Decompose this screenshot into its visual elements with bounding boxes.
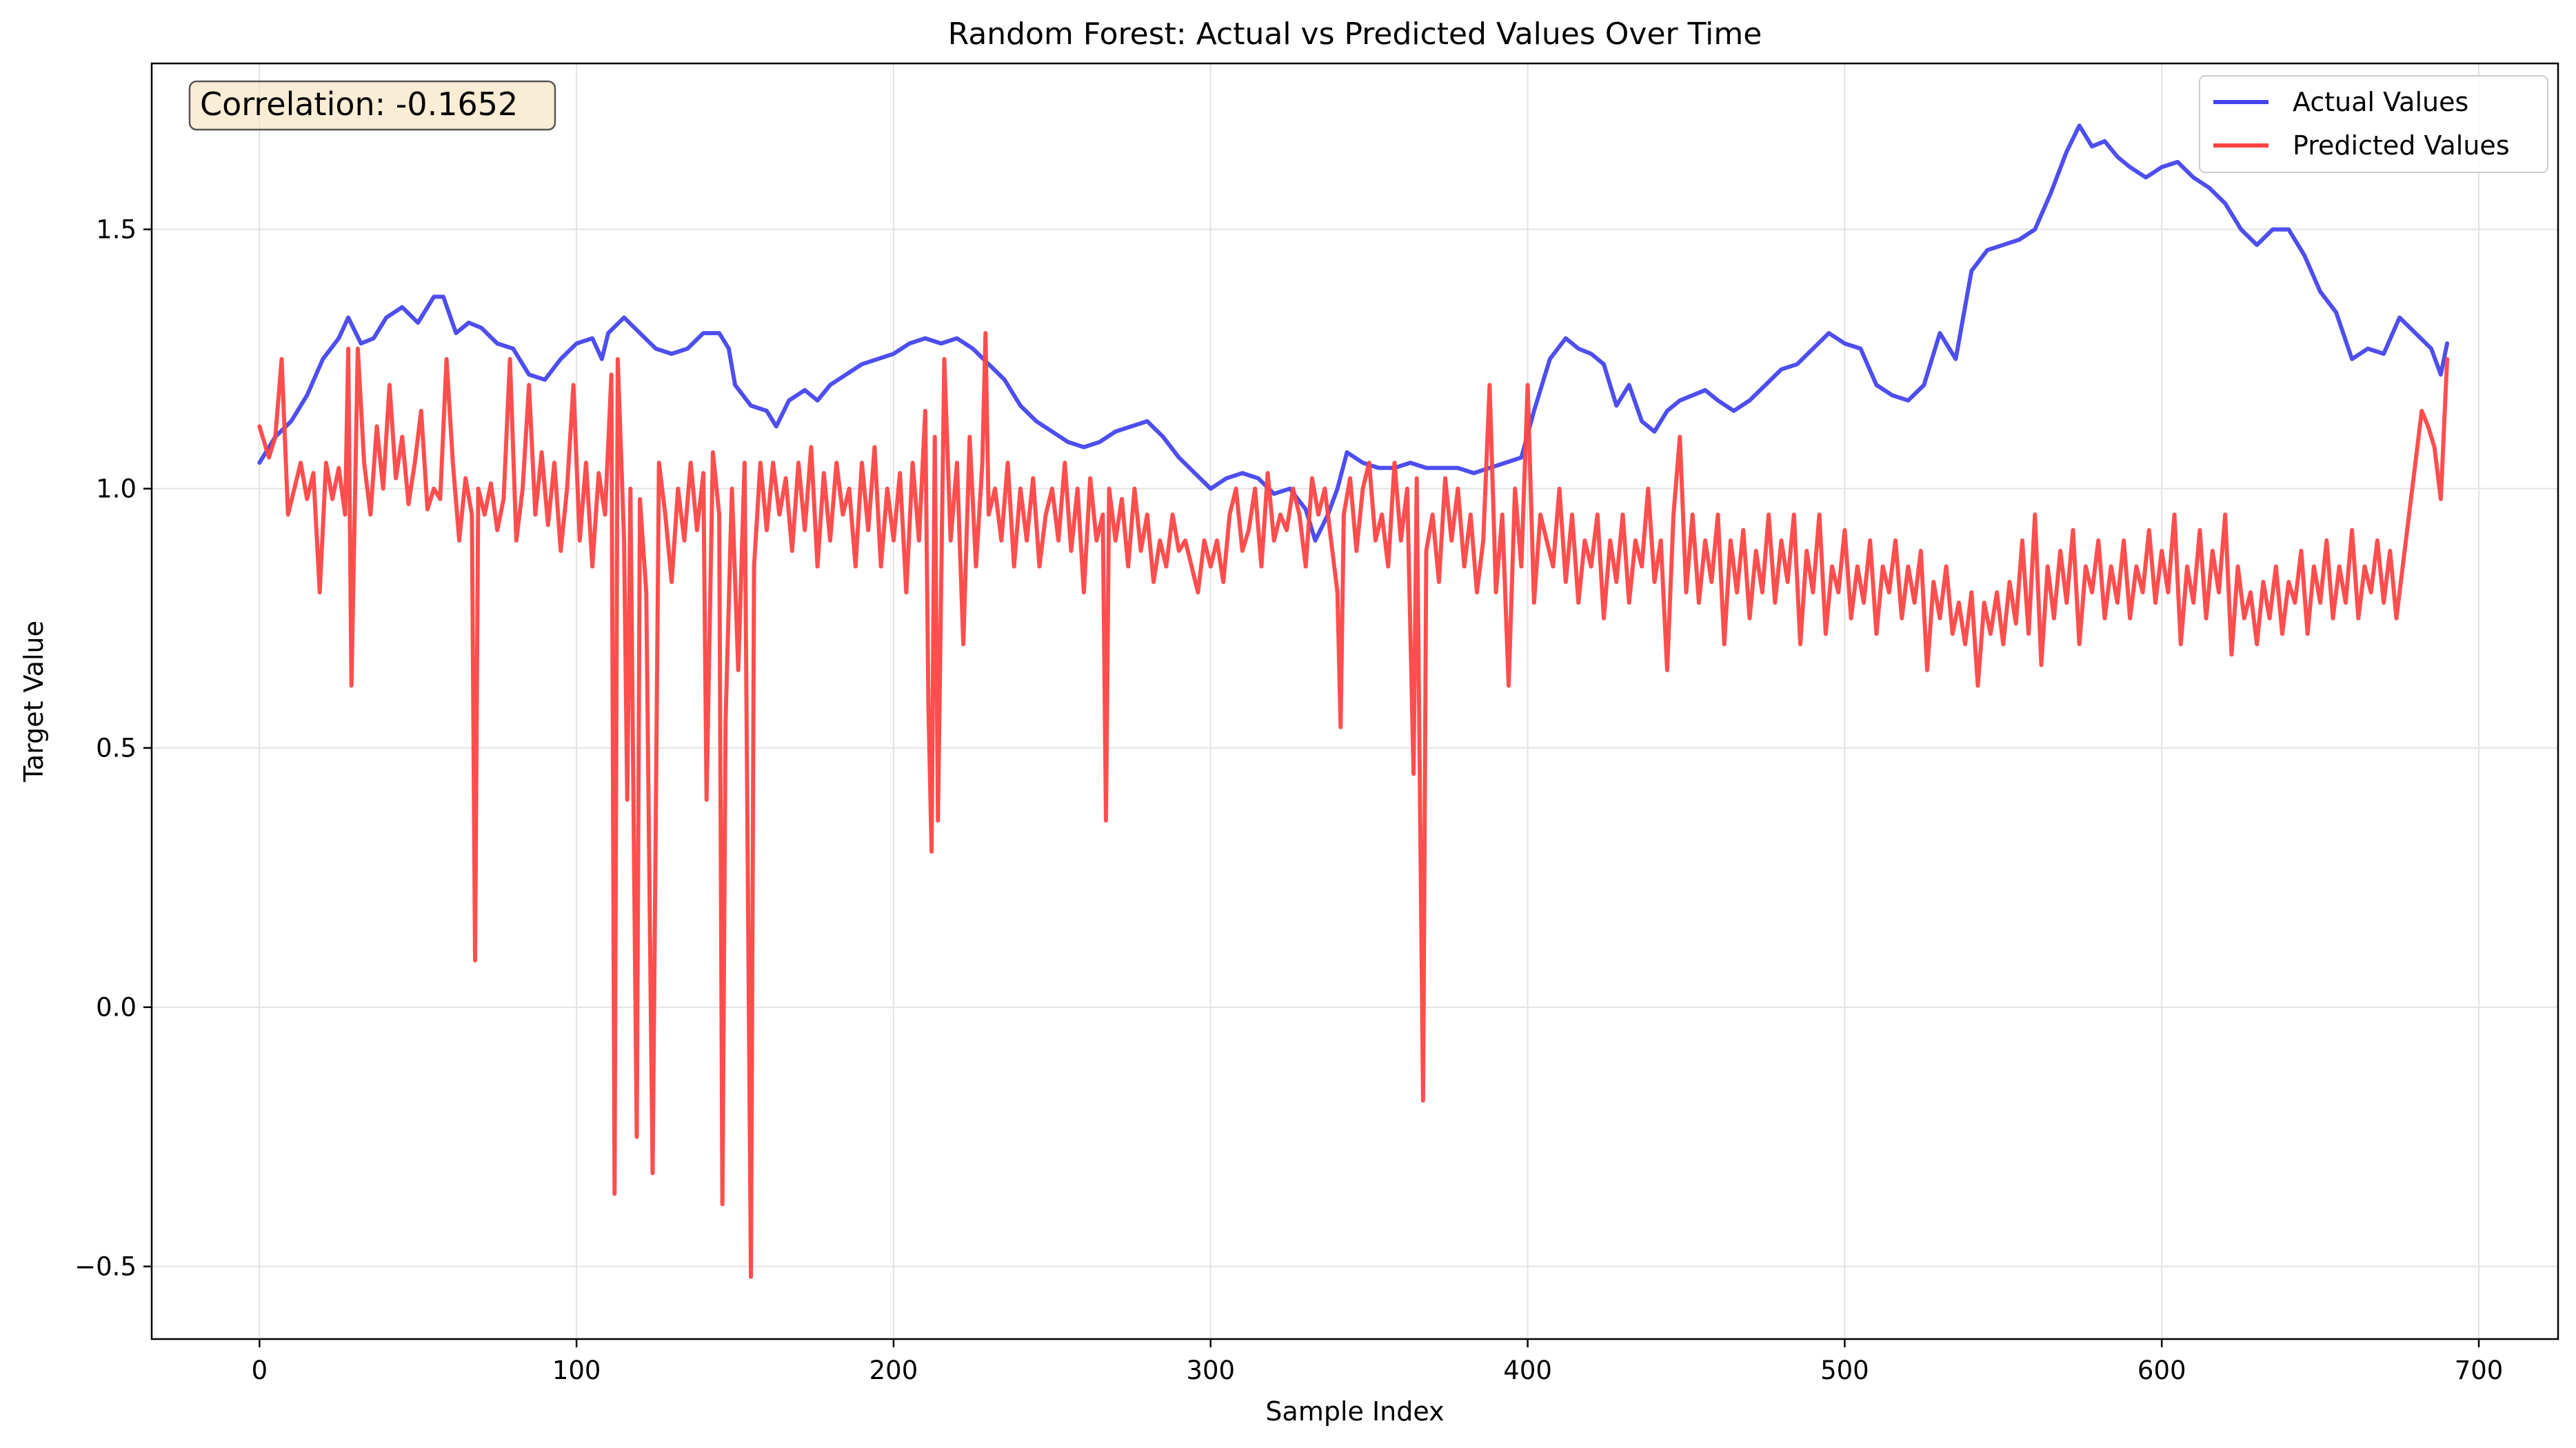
axis-ticks: 0 100 200 300 400 500 600 700 −0.5 0.0 0.5 1.0 1.5 <box>74 215 2503 1385</box>
correlation-text: Correlation: -0.1652 <box>200 86 518 123</box>
y-tick-label: 1.0 <box>96 474 137 504</box>
legend-label-predicted: Predicted Values <box>2293 130 2510 161</box>
x-tick-label: 300 <box>1186 1356 1235 1385</box>
y-tick-label: 0.5 <box>96 734 137 763</box>
legend-label-actual: Actual Values <box>2293 87 2468 117</box>
x-axis-label: Sample Index <box>1265 1396 1444 1427</box>
x-tick-label: 600 <box>2137 1356 2186 1385</box>
x-tick-label: 500 <box>1820 1356 1869 1385</box>
x-tick-label: 100 <box>552 1356 601 1385</box>
y-tick-label: 1.5 <box>96 215 137 245</box>
annotation-box <box>188 80 556 131</box>
legend-box <box>2199 75 2548 173</box>
chart-title: Random Forest: Actual vs Predicted Value… <box>948 17 1762 52</box>
x-tick-label: 400 <box>1503 1356 1552 1385</box>
correlation-annotation: Correlation: -0.1652 <box>188 80 556 131</box>
x-tick-label: 0 <box>252 1356 268 1385</box>
x-tick-label: 200 <box>869 1356 918 1385</box>
plot-frame <box>150 62 2559 1340</box>
series-lines <box>257 123 2450 1279</box>
y-tick-label: −0.5 <box>74 1252 137 1282</box>
actual-values-line <box>257 123 2450 543</box>
x-tick-label: 700 <box>2455 1356 2504 1385</box>
predicted-values-line <box>257 331 2450 1279</box>
legend: Actual Values Predicted Values <box>2199 75 2548 173</box>
y-axis-label: Target Value <box>19 621 49 783</box>
y-tick-label: 0.0 <box>96 993 137 1023</box>
